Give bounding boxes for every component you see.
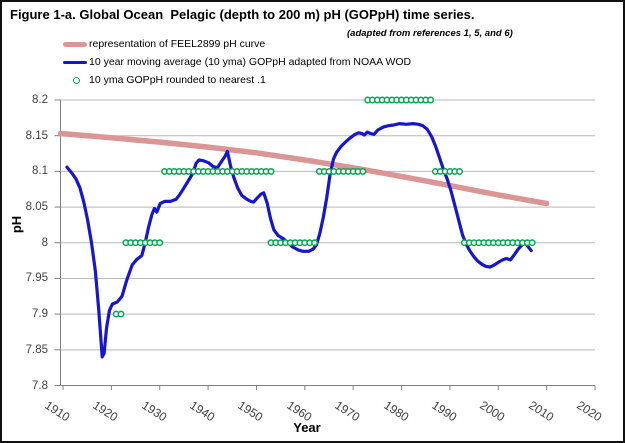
y-tick-label: 8.2 [32,94,48,106]
legend-item-label: representation of FEEL2899 pH curve [89,38,266,50]
green-open-circle-icon [73,76,80,84]
legend-swatch-box [63,60,87,64]
y-tick-label: 8.1 [32,165,48,178]
y-tick-label: 7.9 [32,308,48,321]
gopph-moving-average-curve [65,122,533,359]
legend-item-label: 10 year moving average (10 yma) GOPpH ad… [89,56,412,68]
rounded-gopph-marker [156,239,164,247]
y-tick-label: 7.95 [25,272,48,285]
figure-title: Figure 1-a. Global Ocean Pelagic (depth … [10,7,475,22]
y-tick-label: 8.05 [25,201,48,214]
legend-item-label: 10 yma GOPpH rounded to nearest .1 [89,74,266,86]
rounded-gopph-marker [117,310,125,318]
rounded-gopph-marker [359,167,367,175]
y-tick-label: 8.15 [25,129,48,142]
y-tick-label: 7.85 [25,343,48,356]
feel2899-curve [57,130,550,207]
blue-line-swatch-icon [63,60,87,64]
y-axis-title: pH [9,215,25,234]
rounded-gopph-marker [267,167,275,175]
rounded-gopph-marker [311,239,318,247]
y-tick-label: 8 [41,236,48,249]
pink-line-swatch-icon [63,41,87,47]
legend-item-rounded-values: 10 yma GOPpH rounded to nearest .1 [63,71,411,89]
figure-subtitle: (adapted from references 1, 5, and 6) [347,28,513,39]
legend-item-moving-average: 10 year moving average (10 yma) GOPpH ad… [63,53,411,71]
rounded-gopph-marker [456,167,464,175]
y-tick-label: 7.8 [32,379,48,392]
legend-item-feel-curve: representation of FEEL2899 pH curve [63,35,411,53]
rounded-gopph-marker [427,96,435,104]
chart-legend: representation of FEEL2899 pH curve 10 y… [63,35,411,89]
legend-swatch-box [63,41,87,47]
legend-swatch-box [63,76,87,84]
rounded-gopph-marker [528,239,536,247]
x-axis-title: Year [293,420,321,435]
